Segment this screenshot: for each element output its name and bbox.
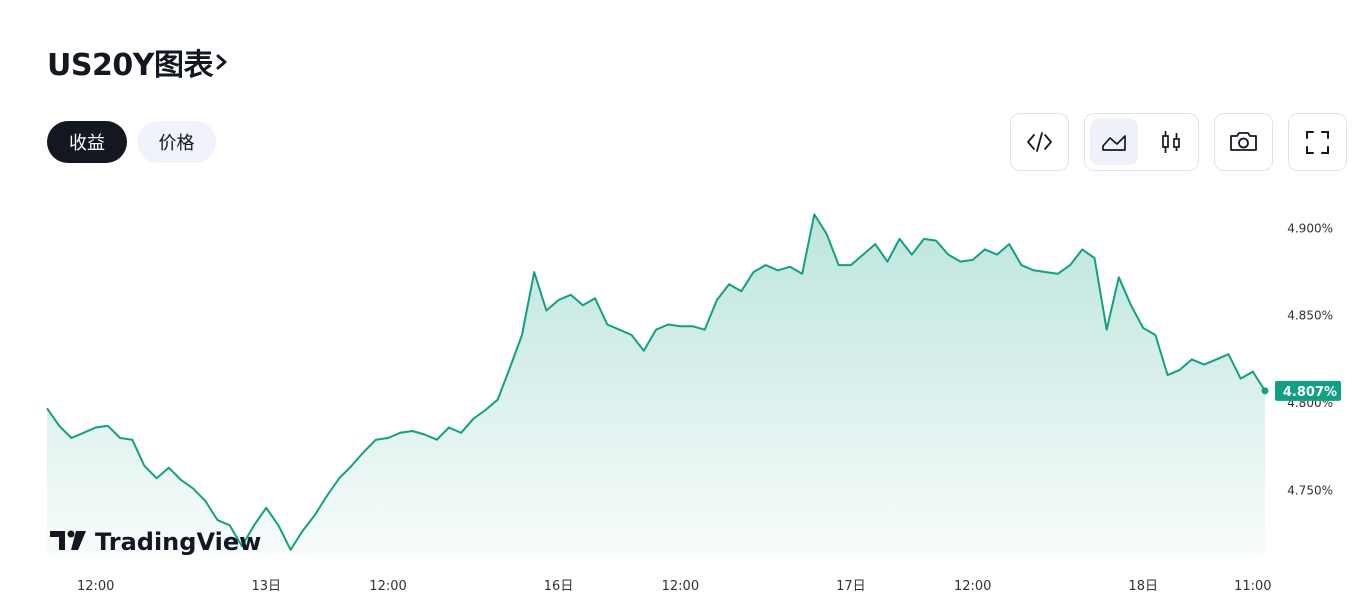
logo-part — [50, 531, 65, 550]
chevron-icon — [216, 54, 227, 70]
last-value-tag: 4.807% — [1275, 380, 1341, 401]
embed-button[interactable] — [1010, 113, 1069, 171]
candle-icon — [1162, 131, 1180, 153]
x-tick-label: 13日 — [251, 579, 281, 594]
last-value-box — [1275, 380, 1341, 401]
tab-yield[interactable]: 收益 — [47, 121, 127, 163]
logo-part — [71, 531, 86, 550]
y-tick-label: 4.850% — [1287, 309, 1333, 323]
chart-style-group — [1084, 113, 1199, 171]
x-tick-label: 12:00 — [954, 579, 991, 594]
camera-icon — [1230, 132, 1257, 151]
area-fill — [47, 214, 1265, 555]
fullscreen-icon — [1306, 131, 1329, 154]
y-tick-label: 4.750% — [1287, 483, 1333, 497]
x-tick-label: 17日 — [836, 579, 866, 594]
title-text: US20Y图表 — [47, 48, 213, 83]
tab-price[interactable]: 价格 — [137, 121, 216, 163]
last-point — [1261, 387, 1269, 395]
area-icon — [1102, 135, 1126, 151]
x-tick-label: 18日 — [1128, 579, 1158, 594]
last-value-label: 4.807% — [1283, 385, 1337, 400]
fullscreen-button[interactable] — [1288, 113, 1347, 171]
snapshot-button[interactable] — [1214, 113, 1273, 171]
x-tick-label: 12:00 — [369, 579, 406, 594]
x-tick-label: 11:00 — [1234, 579, 1271, 594]
logo-part — [67, 530, 75, 538]
y-tick-label: 4.900% — [1287, 221, 1333, 235]
embed-icon — [1027, 132, 1052, 152]
x-tick-label: 16日 — [544, 579, 574, 594]
watermark-text: TradingView — [95, 528, 261, 556]
watermark: TradingView — [50, 528, 261, 556]
price-line — [46, 213, 1266, 551]
candle-style-button[interactable] — [1147, 119, 1195, 165]
y-tick-label: 4.800% — [1287, 396, 1333, 410]
area-style-button[interactable] — [1090, 119, 1138, 165]
x-tick-label: 12:00 — [662, 579, 699, 594]
page-title[interactable]: US20Y图表 — [47, 40, 231, 84]
x-tick-label: 12:00 — [77, 579, 114, 594]
